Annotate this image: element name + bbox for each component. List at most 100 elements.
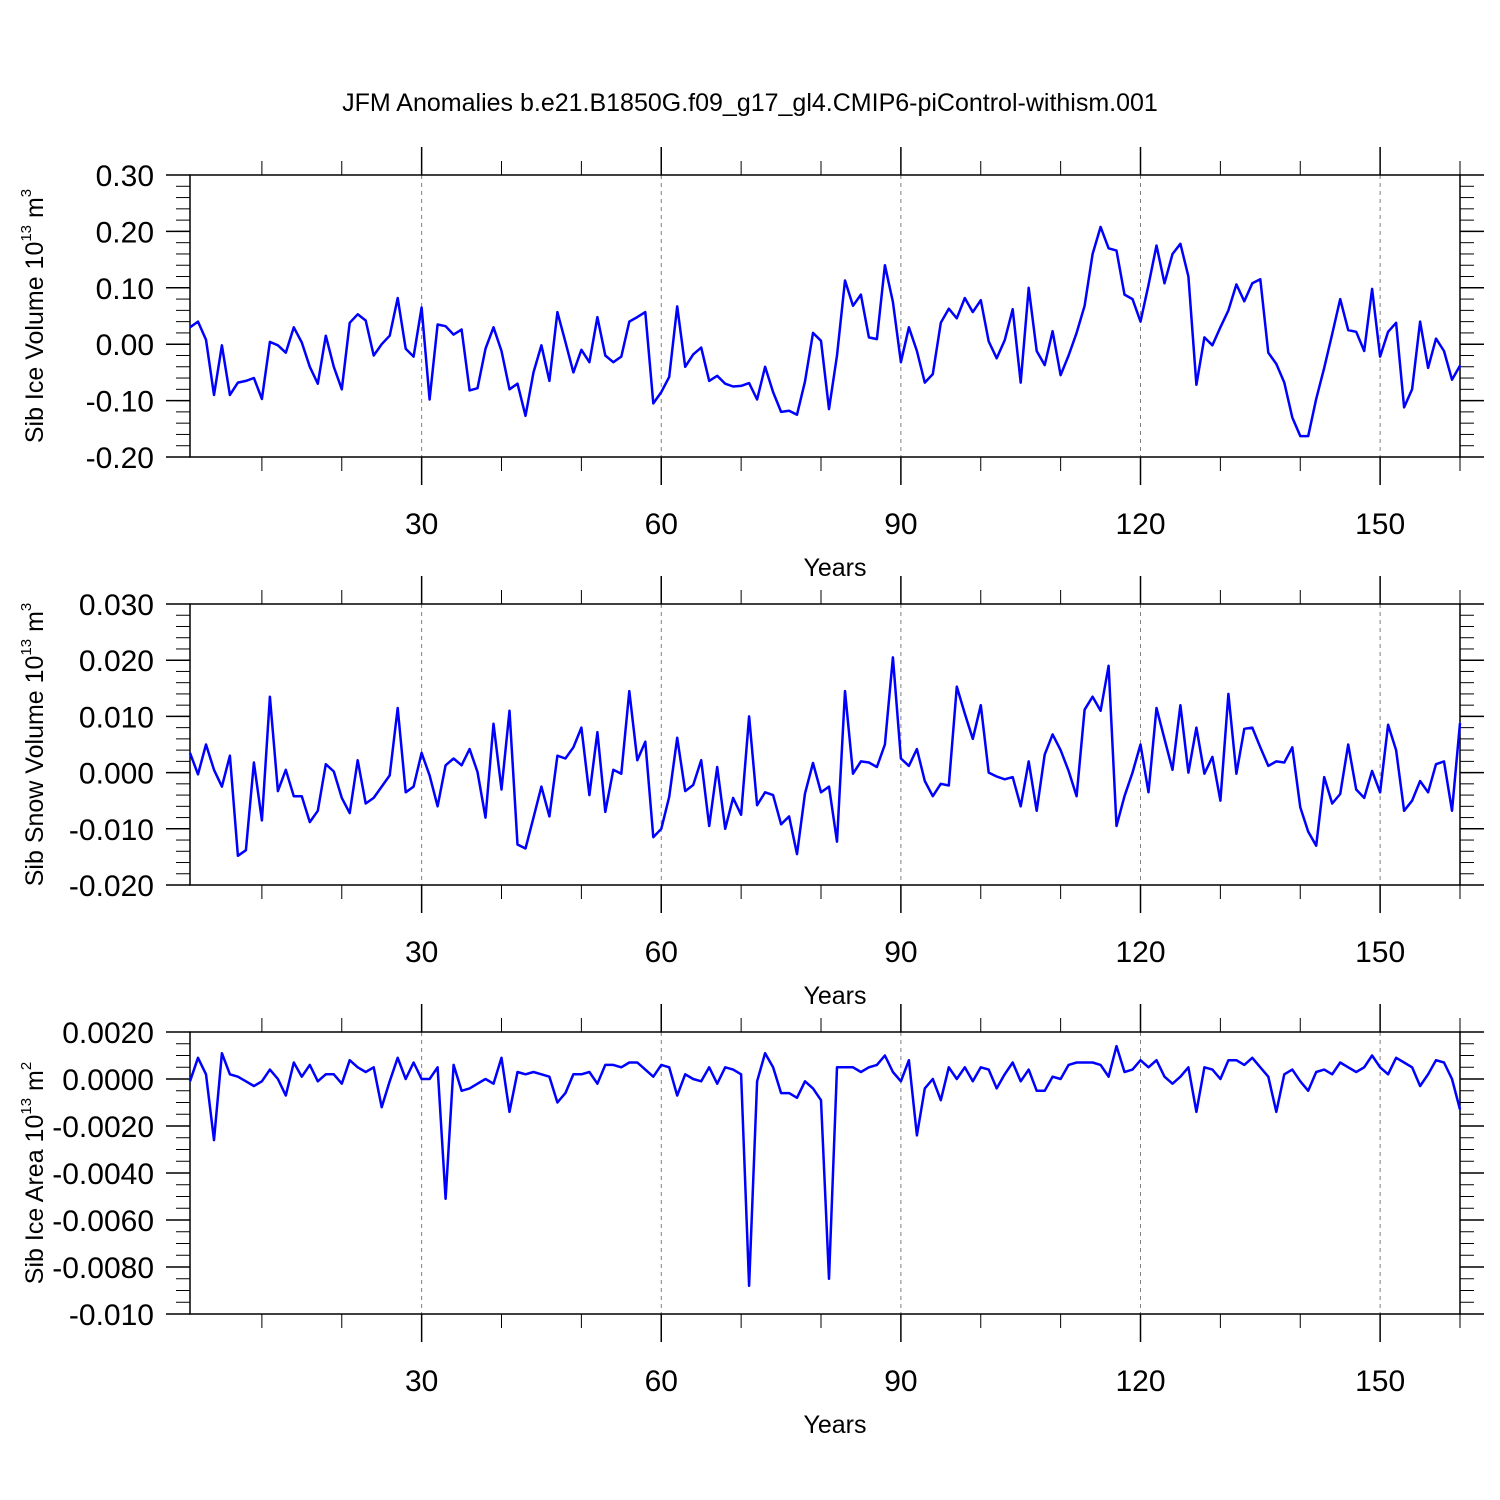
- data-point: [524, 1073, 527, 1075]
- y-axis-label-unit-exponent: 3: [18, 603, 35, 611]
- data-point: [1403, 1061, 1405, 1064]
- data-point: [285, 769, 287, 771]
- y-tick-label: -0.020: [69, 870, 154, 903]
- data-point: [1044, 754, 1046, 756]
- data-point: [1219, 800, 1221, 802]
- data-point: [924, 1087, 926, 1089]
- data-point: [692, 353, 694, 355]
- data-point: [277, 790, 279, 792]
- y-axis-label-unit: m: [21, 1070, 49, 1098]
- data-point: [1195, 384, 1198, 386]
- x-axis-label: Years: [803, 554, 866, 582]
- data-point: [820, 791, 822, 793]
- y-tick-label: -0.0020: [52, 1111, 154, 1144]
- data-point: [500, 788, 503, 791]
- data-point: [1291, 1069, 1293, 1071]
- data-point: [1331, 802, 1333, 805]
- data-point: [868, 336, 870, 339]
- data-point: [1219, 1078, 1221, 1080]
- data-point: [1083, 305, 1086, 307]
- data-point: [596, 316, 598, 318]
- data-point: [1155, 707, 1158, 709]
- data-point: [1107, 247, 1110, 249]
- data-point: [405, 791, 407, 793]
- data-point: [796, 414, 798, 416]
- data-point: [1044, 364, 1046, 366]
- data-point: [325, 335, 327, 337]
- data-point: [333, 770, 335, 773]
- data-point: [540, 344, 543, 346]
- data-point: [437, 323, 439, 326]
- data-point: [780, 823, 782, 825]
- data-point: [508, 1111, 511, 1113]
- data-point: [892, 1071, 894, 1073]
- data-point: [1323, 367, 1325, 369]
- data-point: [1068, 1064, 1070, 1066]
- data-point: [1331, 1073, 1333, 1075]
- data-point: [1139, 1059, 1142, 1061]
- data-point: [1443, 760, 1445, 762]
- y-tick-label: -0.0080: [52, 1252, 154, 1285]
- x-tick-label: 90: [884, 508, 917, 541]
- data-point: [564, 1092, 567, 1094]
- x-tick-label: 150: [1355, 936, 1405, 969]
- figure-title: JFM Anomalies b.e21.B1850G.f09_g17_gl4.C…: [342, 89, 1158, 117]
- data-point: [636, 316, 638, 318]
- data-point: [1355, 1071, 1357, 1073]
- data-point: [748, 382, 750, 384]
- data-point: [1459, 365, 1461, 367]
- data-point: [572, 1073, 574, 1075]
- data-point: [836, 841, 838, 843]
- data-point: [500, 350, 503, 352]
- data-point: [556, 311, 559, 313]
- data-point: [1411, 800, 1413, 802]
- data-point: [692, 784, 694, 786]
- data-point: [564, 341, 567, 343]
- data-point: [564, 757, 567, 760]
- data-point: [1139, 321, 1142, 323]
- data-point: [373, 1066, 375, 1068]
- data-point: [1315, 845, 1317, 847]
- data-point: [700, 1080, 702, 1082]
- data-point: [309, 821, 311, 823]
- data-point: [772, 1066, 774, 1068]
- data-point: [668, 376, 670, 378]
- data-point: [892, 301, 894, 303]
- data-point: [1028, 760, 1030, 762]
- data-point: [540, 786, 543, 788]
- data-point: [1339, 793, 1341, 795]
- data-point: [972, 311, 974, 313]
- data-point: [1419, 321, 1421, 323]
- data-point: [684, 1073, 686, 1075]
- data-point: [1227, 1059, 1229, 1061]
- data-point: [788, 410, 790, 412]
- data-point: [684, 790, 686, 792]
- data-point: [604, 354, 606, 357]
- data-point: [652, 1076, 654, 1078]
- data-point: [1171, 769, 1174, 771]
- x-tick-label: 60: [645, 936, 678, 969]
- data-point: [1379, 356, 1381, 358]
- data-point: [1155, 244, 1158, 247]
- data-point: [604, 811, 606, 813]
- data-point: [572, 746, 574, 748]
- data-point: [748, 1285, 750, 1287]
- data-point: [1427, 367, 1429, 369]
- data-point: [724, 383, 726, 385]
- data-point: [1267, 352, 1269, 354]
- data-point: [588, 361, 590, 363]
- data-point: [1020, 381, 1022, 384]
- data-point: [516, 383, 519, 385]
- data-point: [556, 755, 559, 757]
- data-point: [245, 1080, 247, 1082]
- data-point: [1123, 293, 1126, 296]
- data-point: [1187, 1066, 1190, 1068]
- data-point: [476, 771, 479, 773]
- data-point: [1411, 1066, 1413, 1068]
- data-point: [628, 690, 630, 692]
- data-point: [884, 743, 886, 746]
- data-point: [1099, 710, 1102, 712]
- data-point: [460, 328, 463, 331]
- data-point: [732, 385, 734, 388]
- data-point: [972, 1080, 974, 1082]
